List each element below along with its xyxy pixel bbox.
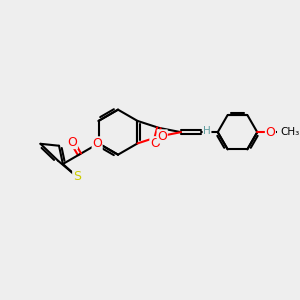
Text: CH₃: CH₃ bbox=[281, 127, 300, 137]
Text: O: O bbox=[68, 136, 77, 148]
Text: H: H bbox=[203, 126, 211, 136]
Text: O: O bbox=[157, 130, 167, 143]
Text: O: O bbox=[266, 126, 275, 139]
Text: S: S bbox=[73, 170, 81, 183]
Text: O: O bbox=[150, 137, 160, 150]
Text: O: O bbox=[92, 137, 102, 150]
